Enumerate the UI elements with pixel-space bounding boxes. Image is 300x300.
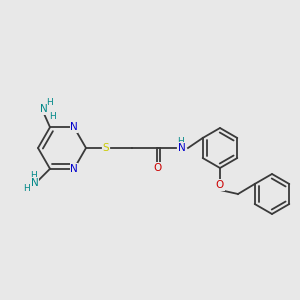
Text: N: N <box>40 104 48 114</box>
Text: O: O <box>216 180 224 190</box>
Text: H: H <box>178 136 184 146</box>
Text: H: H <box>31 171 38 180</box>
Text: H: H <box>24 184 30 193</box>
Text: H: H <box>46 98 52 107</box>
Text: N: N <box>31 178 39 188</box>
Text: O: O <box>154 163 162 173</box>
Text: H: H <box>49 112 56 121</box>
Text: N: N <box>70 164 78 174</box>
Text: S: S <box>103 143 109 153</box>
Text: N: N <box>178 143 186 153</box>
Text: N: N <box>70 122 78 132</box>
